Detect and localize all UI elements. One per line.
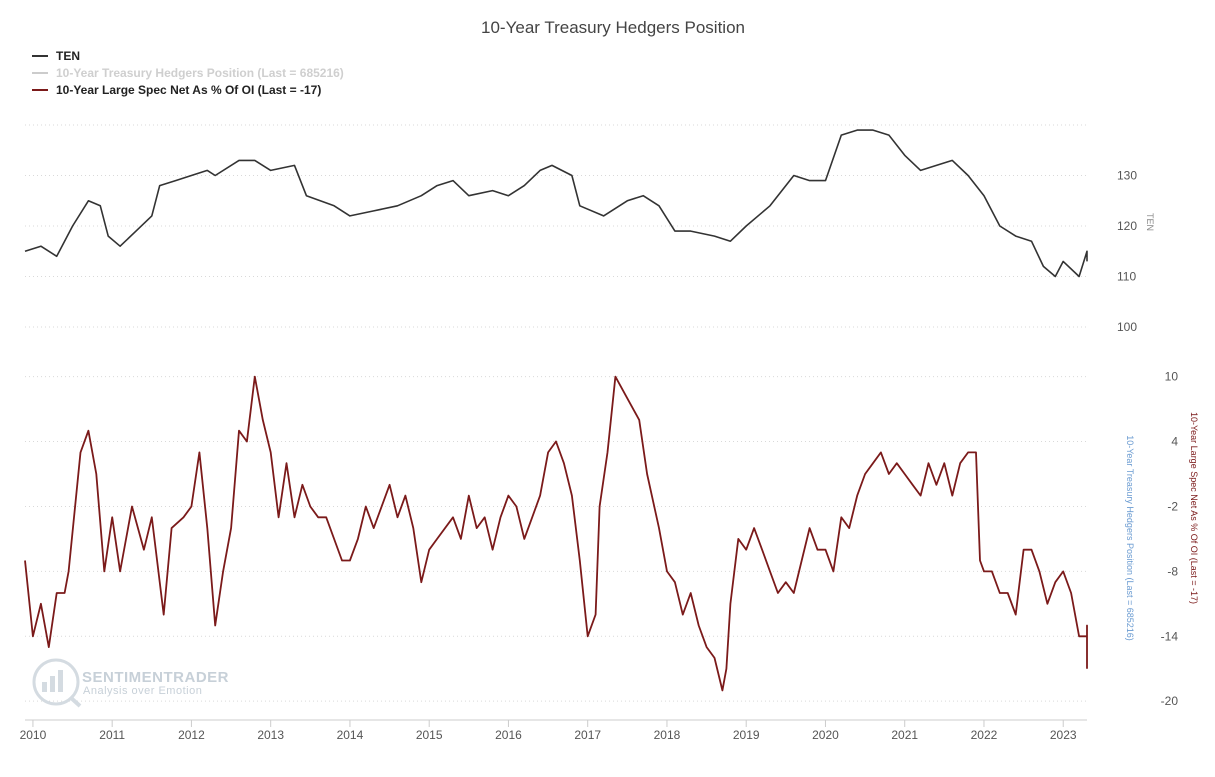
lower-y-axis-ticks: -20 -14 -8 -2 4 10 xyxy=(1161,370,1179,709)
upper-y-tick-label: 110 xyxy=(1117,270,1136,284)
legend[interactable]: TEN 10-Year Treasury Hedgers Position (L… xyxy=(32,49,344,97)
watermark-bar-3 xyxy=(58,670,63,692)
watermark-title: SENTIMENTRADER xyxy=(82,669,229,686)
lower-y-tick-label: -2 xyxy=(1167,499,1178,513)
watermark-bar-2 xyxy=(50,676,55,692)
x-tick-label: 2013 xyxy=(257,728,284,742)
x-axis-ticks: 2010 2011 2012 2013 2014 2015 2016 2017 2018 2019… xyxy=(20,720,1077,742)
watermark-subtitle: Analysis over Emotion xyxy=(83,685,202,697)
legend-item-ten[interactable]: TEN xyxy=(56,49,80,63)
x-tick-label: 2019 xyxy=(733,728,760,742)
chart-title: 10-Year Treasury Hedgers Position xyxy=(481,18,745,37)
x-tick-label: 2011 xyxy=(99,728,125,742)
series-line-large-spec[interactable] xyxy=(24,375,1088,692)
watermark: SENTIMENTRADER Analysis over Emotion xyxy=(32,658,229,708)
lower-y-tick-label: -20 xyxy=(1161,694,1179,708)
x-tick-label: 2023 xyxy=(1050,728,1077,742)
lower-y-axis-title-secondary: 10-Year Large Spec Net As % Of OI (Last … xyxy=(1189,412,1199,604)
x-tick-label: 2018 xyxy=(654,728,681,742)
x-tick-label: 2020 xyxy=(812,728,839,742)
upper-y-axis-ticks: 100 110 120 130 xyxy=(1117,169,1137,335)
upper-gridlines xyxy=(25,124,1087,328)
legend-item-hedgers[interactable]: 10-Year Treasury Hedgers Position (Last … xyxy=(56,66,344,80)
lower-y-tick-label: -14 xyxy=(1161,629,1179,643)
lower-gridlines xyxy=(25,376,1087,702)
lower-y-tick-label: 4 xyxy=(1171,435,1178,449)
x-tick-label: 2010 xyxy=(20,728,47,742)
legend-item-spec[interactable]: 10-Year Large Spec Net As % Of OI (Last … xyxy=(56,83,321,97)
upper-y-tick-label: 120 xyxy=(1117,219,1137,233)
lower-y-axis-title-primary: 10-Year Treasury Hedgers Position (Last … xyxy=(1125,435,1135,641)
x-tick-label: 2021 xyxy=(891,728,918,742)
x-tick-label: 2016 xyxy=(495,728,522,742)
x-tick-label: 2014 xyxy=(337,728,364,742)
x-tick-label: 2017 xyxy=(574,728,601,742)
x-tick-label: 2022 xyxy=(971,728,998,742)
upper-y-tick-label: 100 xyxy=(1117,320,1137,334)
series-line-ten[interactable] xyxy=(24,129,1088,278)
upper-y-axis-title: TEN xyxy=(1145,213,1155,231)
lower-y-tick-label: -8 xyxy=(1167,564,1178,578)
x-tick-label: 2012 xyxy=(178,728,205,742)
watermark-logo-icon xyxy=(32,658,80,706)
watermark-handle xyxy=(68,695,82,708)
watermark-bar-1 xyxy=(42,682,47,692)
lower-y-tick-label: 10 xyxy=(1165,370,1179,384)
upper-y-tick-label: 130 xyxy=(1117,169,1137,183)
x-tick-label: 2015 xyxy=(416,728,443,742)
